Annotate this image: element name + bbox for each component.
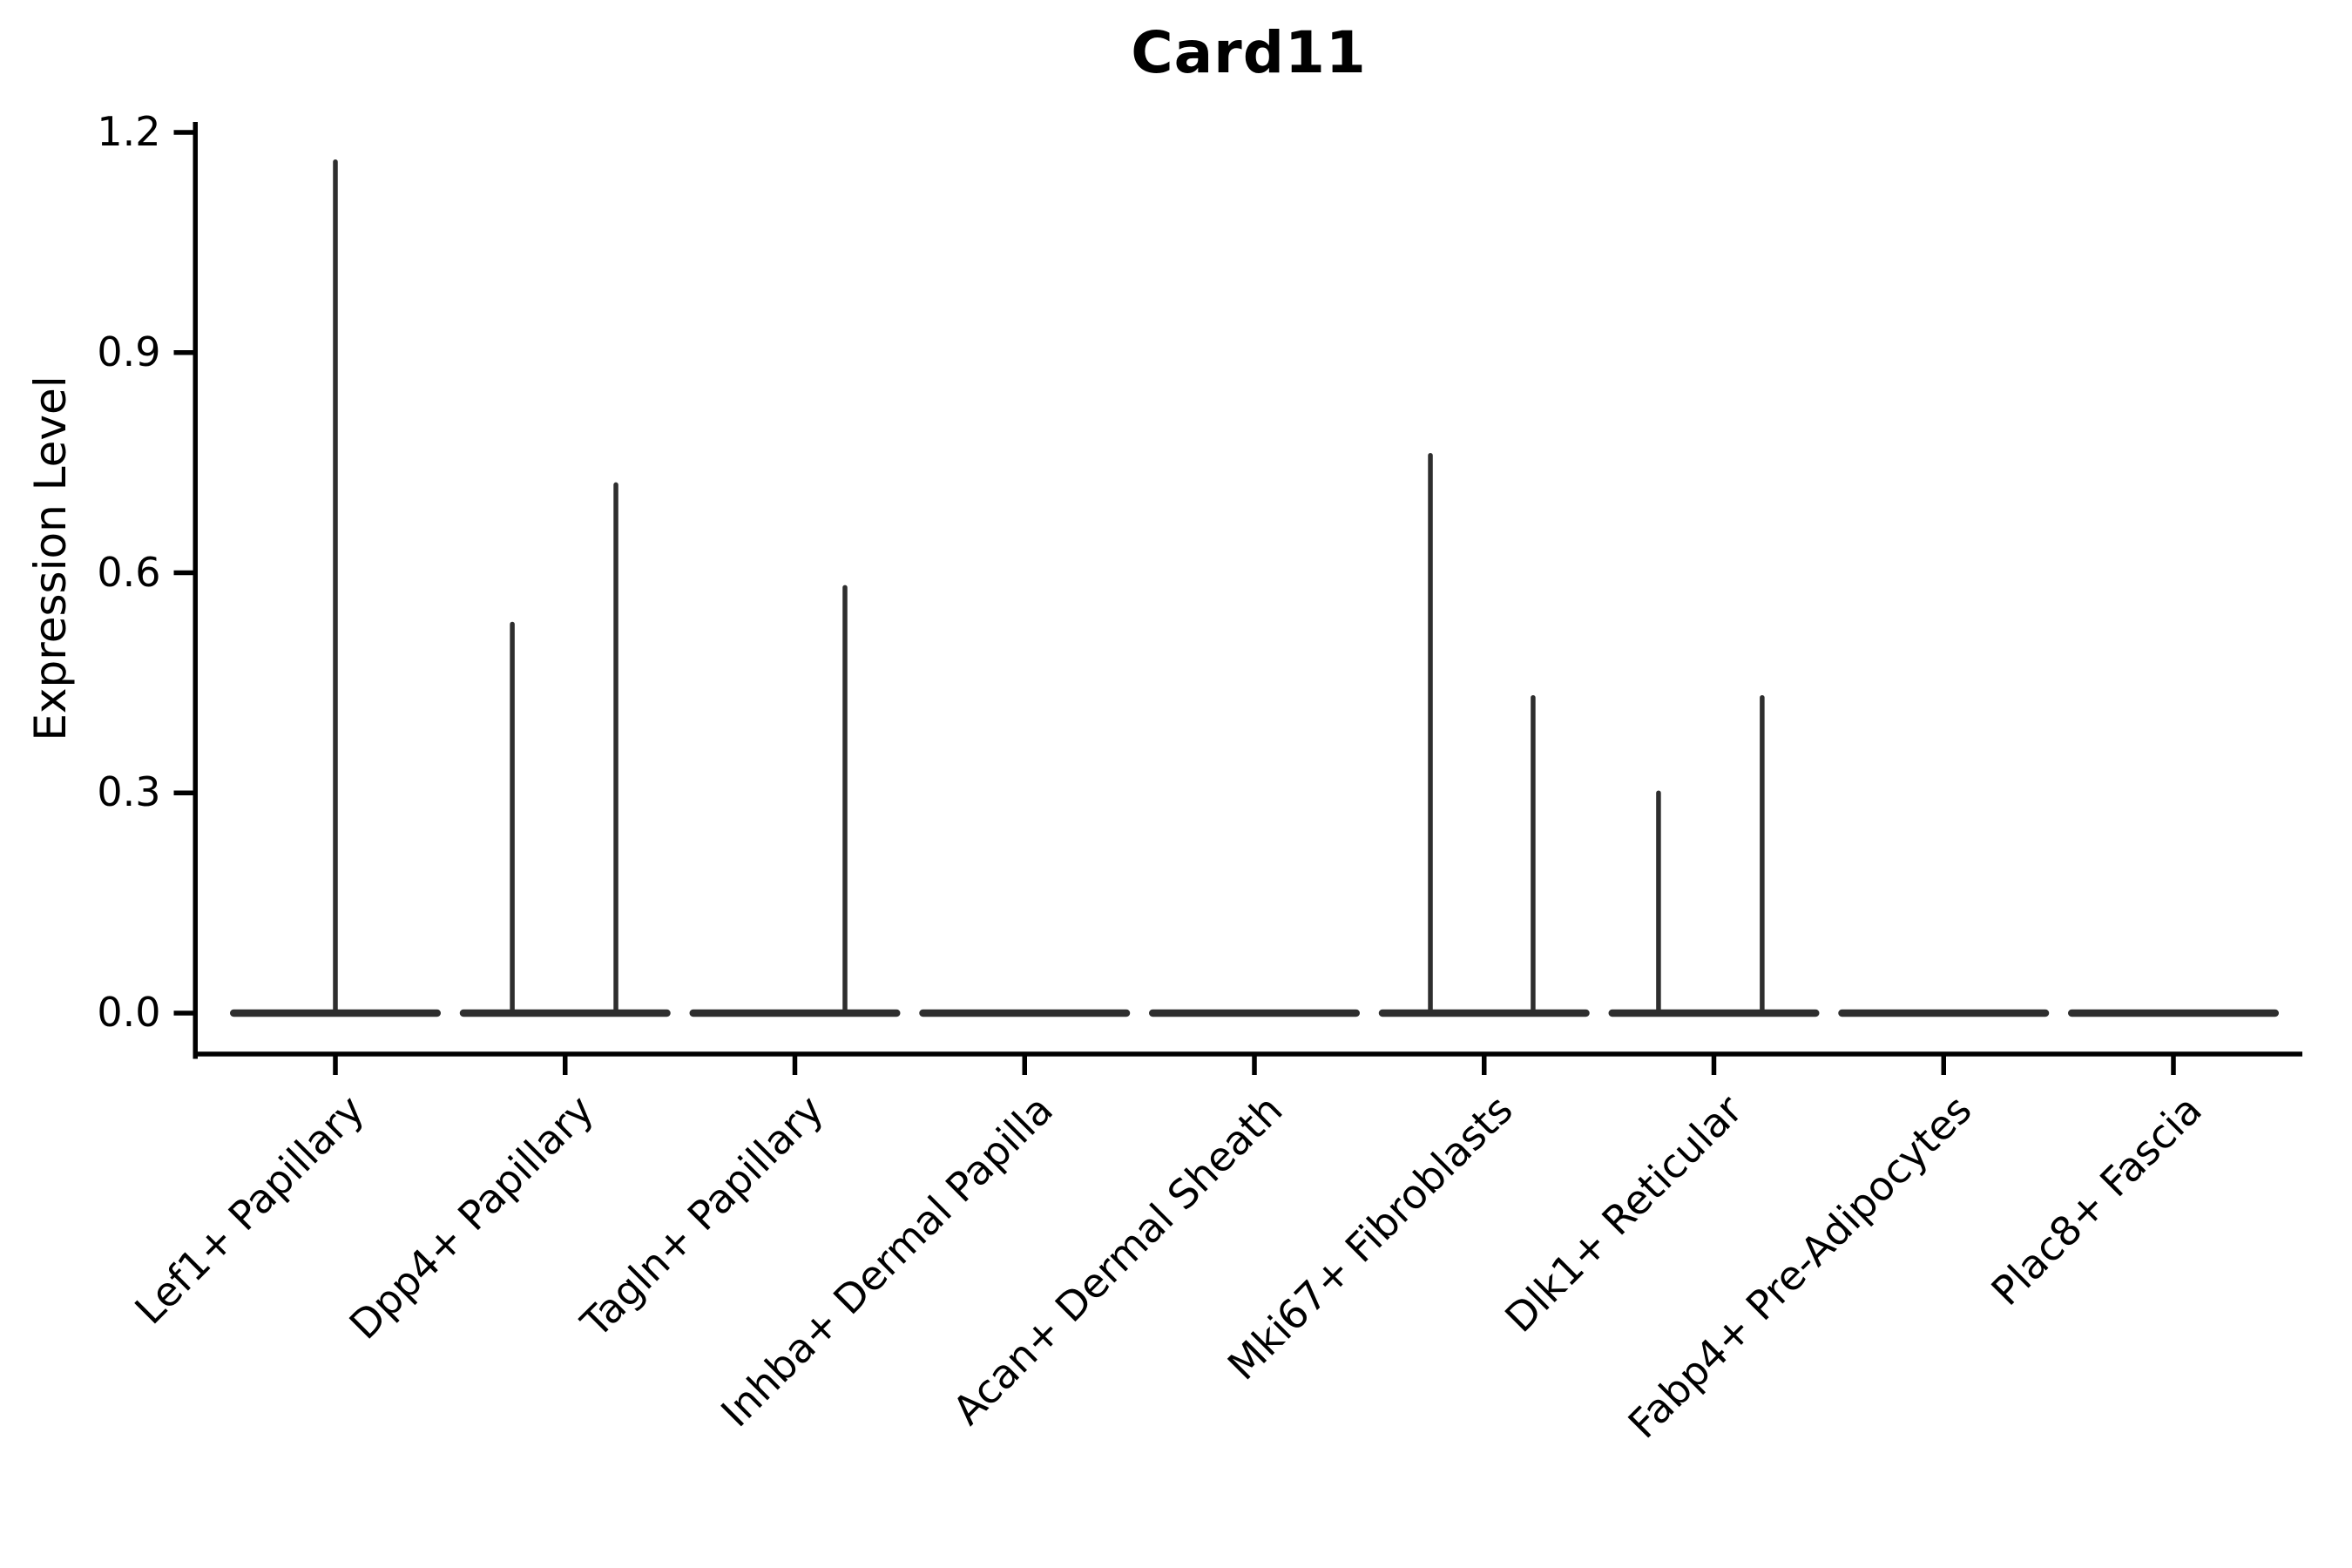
violin-body (1838, 1009, 2050, 1017)
y-tick (173, 1010, 193, 1016)
y-tick-label: 0.3 (97, 768, 161, 816)
violin-body (1608, 1009, 1820, 1017)
x-tick (563, 1054, 568, 1075)
x-tick (1252, 1054, 1257, 1075)
y-tick-label: 1.2 (97, 108, 161, 155)
x-tick (2171, 1054, 2176, 1075)
violin-body (459, 1009, 671, 1017)
y-axis-spine (193, 122, 198, 1059)
violin-body (1149, 1009, 1360, 1017)
y-tick (173, 350, 193, 355)
y-tick (173, 570, 193, 576)
x-tick (1022, 1054, 1027, 1075)
x-tick (1941, 1054, 1946, 1075)
x-tick (1482, 1054, 1487, 1075)
x-tick (333, 1054, 338, 1075)
y-tick-label: 0.0 (97, 989, 161, 1036)
y-tick-label: 0.9 (97, 328, 161, 375)
violin-body (919, 1009, 1131, 1017)
y-tick (173, 130, 193, 135)
y-tick (173, 790, 193, 795)
x-tick (1711, 1054, 1717, 1075)
violin-body (689, 1009, 901, 1017)
violin-body (2068, 1009, 2279, 1017)
chart-title: Card11 (1131, 19, 1367, 86)
violin-body (230, 1009, 441, 1017)
x-tick (792, 1054, 798, 1075)
x-axis-spine (193, 1051, 2302, 1057)
violin-body (1378, 1009, 1590, 1017)
y-tick-label: 0.6 (97, 548, 161, 596)
